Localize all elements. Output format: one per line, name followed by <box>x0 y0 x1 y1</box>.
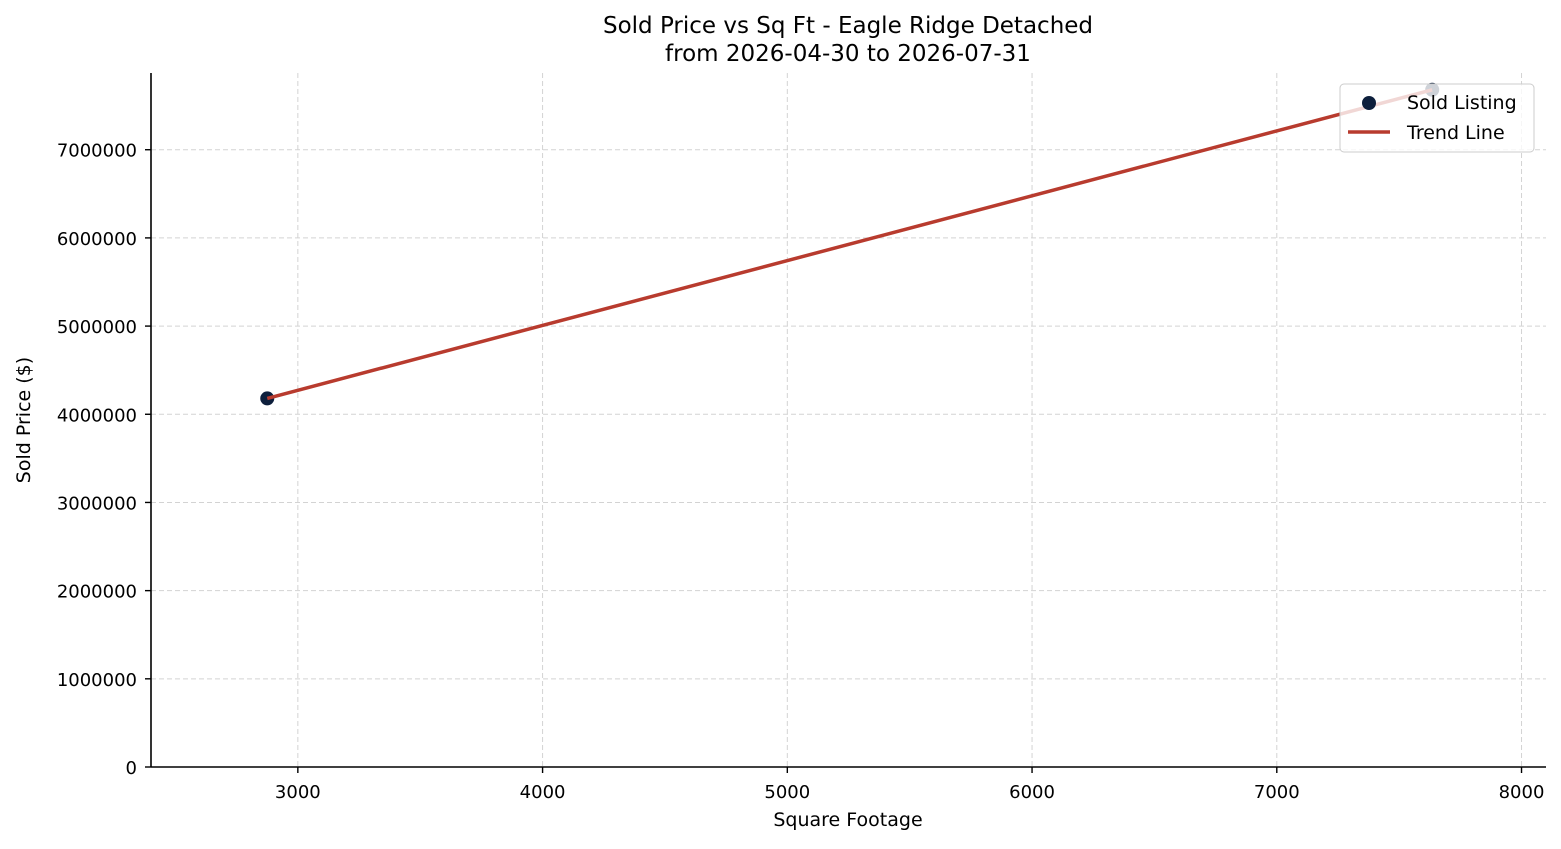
y-tick-label: 5000000 <box>57 317 137 338</box>
x-tick-label: 4000 <box>520 782 566 803</box>
legend-marker-sold-listing <box>1362 96 1376 110</box>
x-tick-label: 8000 <box>1499 782 1545 803</box>
y-tick-label: 4000000 <box>57 405 137 426</box>
legend-label-sold-listing: Sold Listing <box>1407 92 1517 114</box>
axes-layer: 3000 4000 5000 6000 7000 8000 0 1000000 2000000 3… <box>57 73 1546 803</box>
x-tick-label: 5000 <box>764 782 810 803</box>
x-tick-label: 7000 <box>1254 782 1300 803</box>
x-axis-label: Square Footage <box>773 809 922 831</box>
y-axis-label: Sold Price ($) <box>13 357 35 483</box>
y-tick-label: 3000000 <box>57 493 137 514</box>
chart-title: Sold Price vs Sq Ft - Eagle Ridge Detach… <box>603 13 1093 39</box>
trend-line <box>266 88 1433 401</box>
y-tick-label: 1000000 <box>57 670 137 691</box>
y-tick-label: 6000000 <box>57 229 137 250</box>
y-tick-label: 2000000 <box>57 582 137 603</box>
chart-subtitle: from 2026-04-30 to 2026-07-31 <box>665 41 1031 67</box>
legend-label-trend-line: Trend Line <box>1406 122 1505 144</box>
y-tick-label: 7000000 <box>57 141 137 162</box>
x-tick-label: 3000 <box>275 782 321 803</box>
legend-frame <box>1339 83 1535 153</box>
series-layer <box>260 82 1440 406</box>
x-tick-label: 6000 <box>1009 782 1055 803</box>
legend: Sold Listing Trend Line <box>1339 83 1535 153</box>
y-tick-label: 0 <box>126 758 137 779</box>
grid-layer <box>151 73 1546 768</box>
